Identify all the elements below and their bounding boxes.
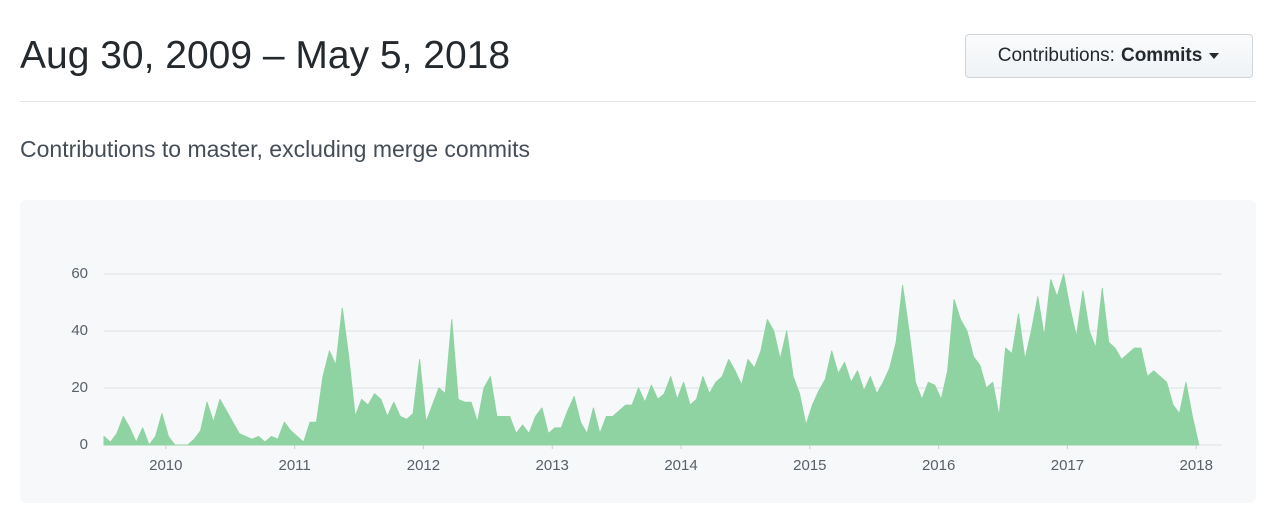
x-tick-label: 2013 [536,457,569,474]
y-tick-label: 60 [71,265,88,282]
y-tick-label: 0 [80,436,88,453]
x-tick-label: 2011 [278,457,310,474]
x-tick-label: 2018 [1180,457,1213,474]
y-tick-label: 40 [71,322,88,339]
contributions-dropdown[interactable]: Contributions: Commits [965,34,1253,78]
subtitle: Contributions to master, excluding merge… [20,136,531,162]
area [103,273,1200,446]
y-tick-label: 20 [71,379,88,396]
x-tick-label: 2014 [664,457,697,474]
caret [1209,53,1220,59]
dropdown-label: Contributions: [997,45,1115,66]
x-tick-label: 2010 [149,457,182,474]
x-tick-label: 2012 [407,457,440,474]
x-tick-label: 2017 [1051,457,1084,474]
x-tick-label: 2016 [922,457,955,474]
page-title: Aug 30, 2009 – May 5, 2018 [20,34,511,77]
divider [20,101,1256,102]
dropdown-value: Commits [1120,45,1203,66]
x-tick-label: 2015 [793,457,826,474]
